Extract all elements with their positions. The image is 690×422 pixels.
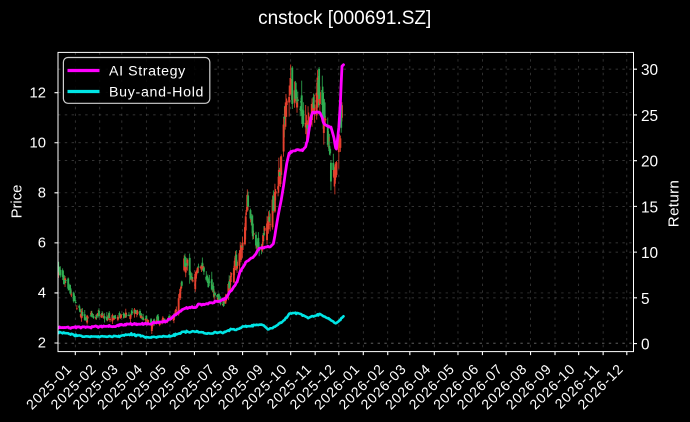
- svg-text:0: 0: [641, 337, 650, 354]
- svg-text:8: 8: [38, 185, 46, 201]
- svg-text:20: 20: [641, 154, 658, 171]
- svg-text:5: 5: [641, 291, 650, 308]
- svg-text:4: 4: [38, 286, 46, 302]
- svg-text:AI Strategy: AI Strategy: [109, 64, 186, 80]
- svg-text:2: 2: [38, 336, 46, 352]
- svg-text:15: 15: [641, 199, 658, 216]
- svg-text:25: 25: [641, 108, 658, 125]
- svg-text:12: 12: [30, 85, 46, 101]
- svg-text:30: 30: [641, 62, 658, 79]
- svg-text:cnstock [000691.SZ]: cnstock [000691.SZ]: [258, 8, 431, 29]
- svg-text:Return: Return: [666, 180, 683, 227]
- svg-text:6: 6: [38, 235, 46, 251]
- svg-text:Buy-and-Hold: Buy-and-Hold: [109, 85, 204, 101]
- svg-text:10: 10: [641, 245, 658, 262]
- svg-text:10: 10: [30, 135, 46, 151]
- svg-text:Price: Price: [10, 185, 26, 219]
